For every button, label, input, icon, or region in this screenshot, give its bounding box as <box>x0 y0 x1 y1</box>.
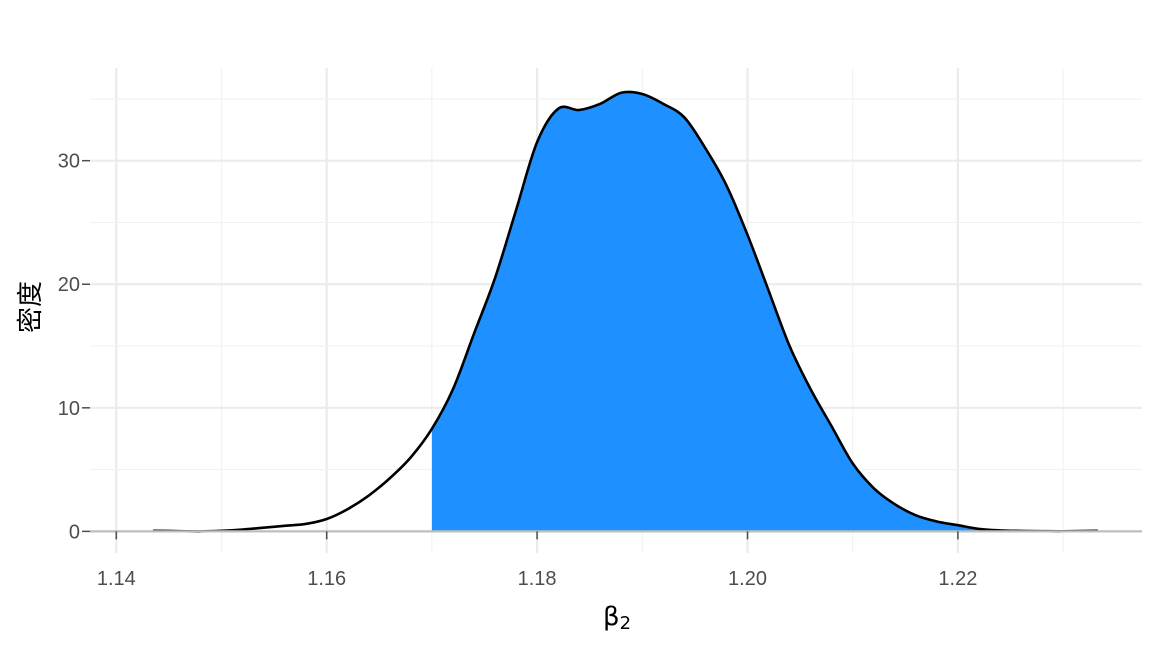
y-tick-label: 30 <box>58 151 80 173</box>
shaded-area <box>431 91 1098 532</box>
x-tick-label: 1.18 <box>518 568 557 590</box>
density-curve <box>153 90 1098 533</box>
y-tick-label: 20 <box>58 274 80 296</box>
x-tick-label: 1.20 <box>728 568 767 590</box>
x-axis-title-symbol: β <box>603 602 620 632</box>
x-tick-label: 1.14 <box>97 568 136 590</box>
x-tick-label: 1.16 <box>307 568 346 590</box>
x-tick-label: 1.22 <box>938 568 977 590</box>
y-axis: 0 10 20 30 <box>58 151 90 543</box>
x-axis-title: β2 <box>603 602 631 634</box>
x-axis-title-subscript: 2 <box>620 613 631 634</box>
y-axis-title: 密度 <box>16 281 46 333</box>
y-tick-label: 10 <box>58 398 80 420</box>
y-tick-label: 0 <box>69 521 80 543</box>
x-axis: 1.14 1.16 1.18 1.20 1.22 <box>97 531 977 590</box>
